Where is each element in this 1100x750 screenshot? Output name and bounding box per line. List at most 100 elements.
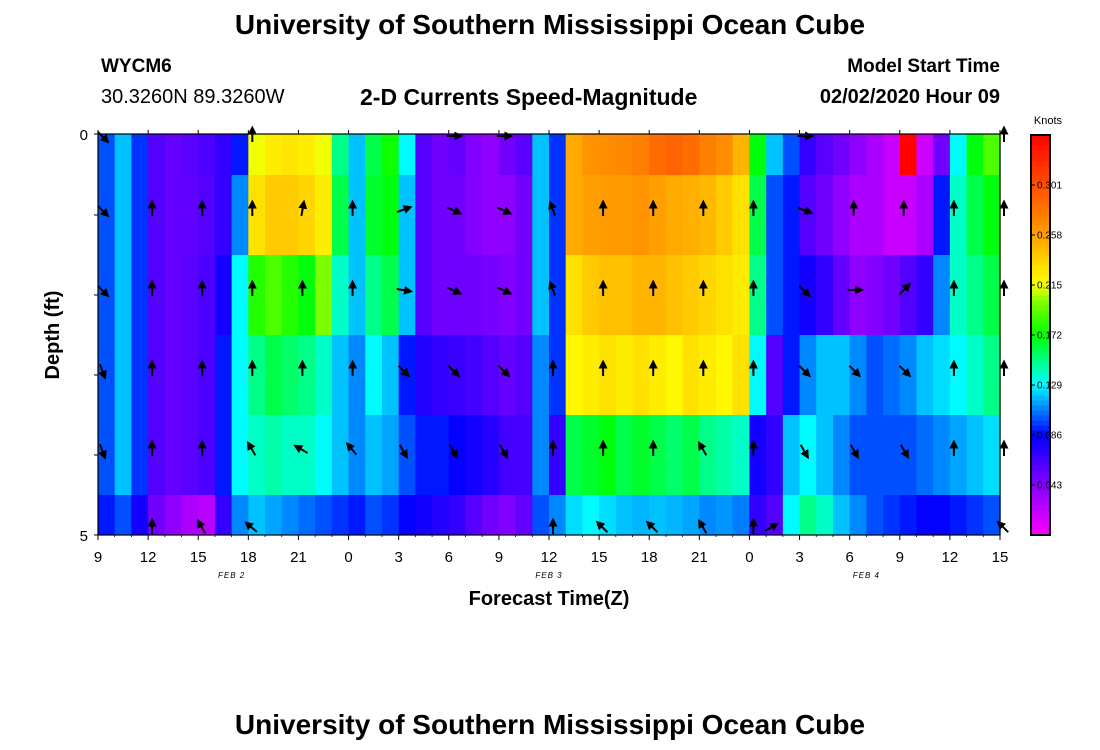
heatmap-cell xyxy=(214,415,233,495)
heatmap-cell xyxy=(933,415,951,495)
heatmap-cell xyxy=(665,415,684,495)
colorbar-tick-label: 0.129 xyxy=(1037,381,1062,392)
y-tick-label: 0 xyxy=(80,127,88,144)
heatmap-cell xyxy=(849,415,867,495)
model-start-label: Model Start Time xyxy=(847,56,1000,77)
heatmap-cell xyxy=(615,255,634,335)
current-vector-arrow xyxy=(548,200,557,216)
colorbar-segment xyxy=(1031,500,1050,506)
heatmap-cell xyxy=(198,495,216,535)
colorbar-segment xyxy=(1031,140,1050,146)
heatmap-cell xyxy=(933,134,951,175)
heatmap-cell xyxy=(265,134,283,175)
current-vector-arrow xyxy=(764,522,780,532)
heatmap-cell xyxy=(649,134,667,175)
heatmap-cell xyxy=(348,415,366,495)
heatmap-cell xyxy=(98,335,116,415)
heatmap-cell xyxy=(265,175,283,255)
heatmap-cell xyxy=(265,255,283,335)
date-label: FEB 3 xyxy=(535,571,562,580)
current-vector-arrow xyxy=(448,444,459,460)
colorbar-segment xyxy=(1031,510,1050,516)
colorbar-segment xyxy=(1031,275,1050,281)
heatmap-cell xyxy=(849,335,867,415)
heatmap-cell xyxy=(98,255,116,335)
heatmap-cell xyxy=(749,495,767,535)
heatmap-cell xyxy=(716,415,734,495)
heatmap-cell xyxy=(716,175,734,255)
heatmap-cell xyxy=(365,415,383,495)
colorbar-segment xyxy=(1031,410,1050,416)
colorbar-segment xyxy=(1031,415,1050,421)
heatmap-cell xyxy=(816,175,834,255)
heatmap-cell xyxy=(98,415,116,495)
heatmap-cell xyxy=(916,415,934,495)
heatmap-cell xyxy=(131,335,149,415)
heatmap-cell xyxy=(381,335,400,415)
heatmap-cell xyxy=(565,335,583,415)
heatmap-cell xyxy=(331,415,350,495)
heatmap-cell xyxy=(315,175,333,255)
heatmap-cell xyxy=(465,255,483,335)
colorbar-segment xyxy=(1031,360,1050,366)
heatmap-cell xyxy=(949,495,968,535)
heatmap-cell xyxy=(148,495,166,535)
heatmap-cell xyxy=(365,335,383,415)
heatmap-cell xyxy=(699,415,717,495)
heatmap-cell xyxy=(949,335,968,415)
heatmap-cell xyxy=(532,175,550,255)
heatmap-cell xyxy=(565,495,583,535)
colorbar-segment xyxy=(1031,230,1050,236)
colorbar-segment xyxy=(1031,310,1050,316)
current-vector-arrow xyxy=(698,518,708,534)
heatmap-cell xyxy=(114,175,132,255)
heatmap-cell xyxy=(114,134,132,175)
heatmap-cell xyxy=(214,175,233,255)
date-label: FEB 4 xyxy=(853,571,880,580)
heatmap-cell xyxy=(198,415,216,495)
x-tick-label: 0 xyxy=(344,549,352,566)
heatmap-cell xyxy=(599,495,617,535)
heatmap-cell xyxy=(164,255,183,335)
heatmap-cell xyxy=(682,134,700,175)
heatmap-cell xyxy=(849,134,867,175)
colorbar-segment xyxy=(1031,190,1050,196)
heatmap-cell xyxy=(381,175,400,255)
heatmap-cell xyxy=(699,134,717,175)
colorbar-tick-label: 0.215 xyxy=(1037,281,1062,292)
heatmap-cell xyxy=(164,134,183,175)
heatmap-cell xyxy=(916,335,934,415)
heatmap-cell xyxy=(782,255,801,335)
heatmap-cell xyxy=(832,255,851,335)
heatmap-cell xyxy=(849,255,867,335)
heatmap-cell xyxy=(448,134,467,175)
heatmap-cell xyxy=(298,335,316,415)
heatmap-cell xyxy=(599,255,617,335)
heatmap-cell xyxy=(231,495,249,535)
heatmap-cell xyxy=(131,175,149,255)
heatmap-cell xyxy=(498,175,517,255)
heatmap-cell xyxy=(749,175,767,255)
heatmap-cell xyxy=(899,134,918,175)
heatmap-cell xyxy=(799,335,817,415)
heatmap-cell xyxy=(699,255,717,335)
heatmap-cell xyxy=(532,255,550,335)
colorbar-segment xyxy=(1031,350,1050,356)
heatmap-cell xyxy=(498,134,517,175)
heatmap-cell xyxy=(465,335,483,415)
colorbar-segment xyxy=(1031,515,1050,521)
heatmap-cell xyxy=(749,255,767,335)
current-vector-arrow xyxy=(497,206,513,215)
colorbar-segment xyxy=(1031,315,1050,321)
heatmap-cell xyxy=(816,134,834,175)
heatmap-cell xyxy=(482,175,500,255)
current-vector-arrow xyxy=(396,285,414,295)
heatmap-cell xyxy=(866,335,884,415)
x-tick-label: 15 xyxy=(992,549,1009,566)
heatmap-cell xyxy=(331,335,350,415)
heatmap-cell xyxy=(148,335,166,415)
heatmap-cell xyxy=(665,335,684,415)
x-tick-label: 6 xyxy=(445,549,453,566)
heatmap-cell xyxy=(615,415,634,495)
heatmap-cell xyxy=(599,335,617,415)
